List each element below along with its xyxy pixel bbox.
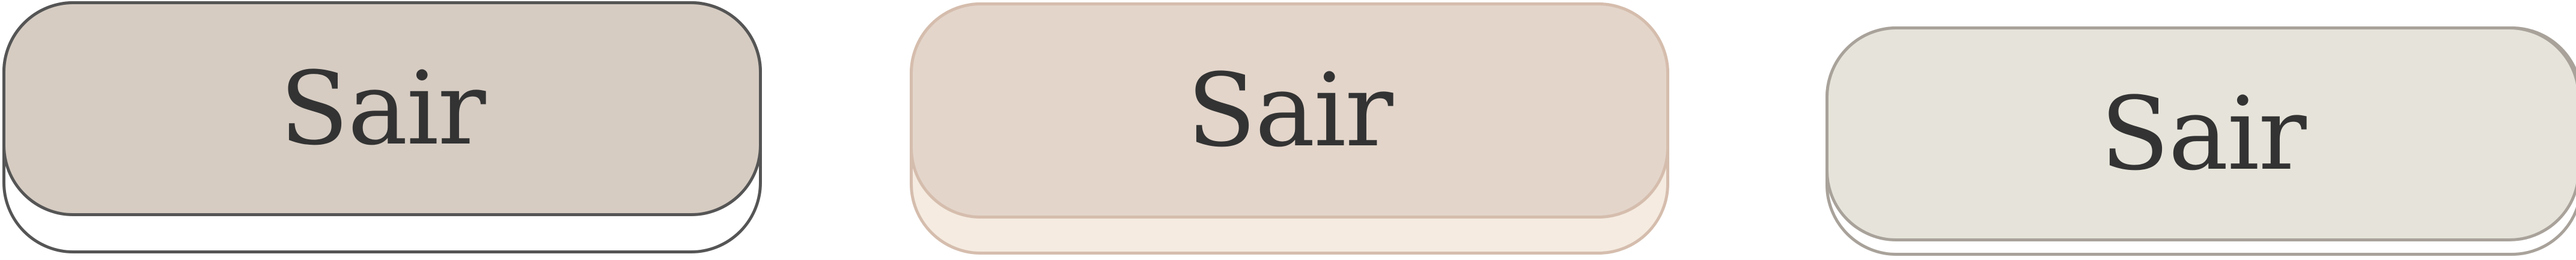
exit-button-dark-outline[interactable]: Sair <box>2 1 762 253</box>
button-face[interactable]: Sair <box>910 2 1669 219</box>
button-label: Sair <box>1187 52 1393 169</box>
button-label: Sair <box>279 50 486 168</box>
button-face[interactable]: Sair <box>1825 26 2576 241</box>
exit-button-gray[interactable]: Sair <box>1825 26 2576 256</box>
button-face[interactable]: Sair <box>2 1 762 216</box>
button-label: Sair <box>2100 75 2306 193</box>
exit-button-beige[interactable]: Sair <box>910 2 1669 255</box>
